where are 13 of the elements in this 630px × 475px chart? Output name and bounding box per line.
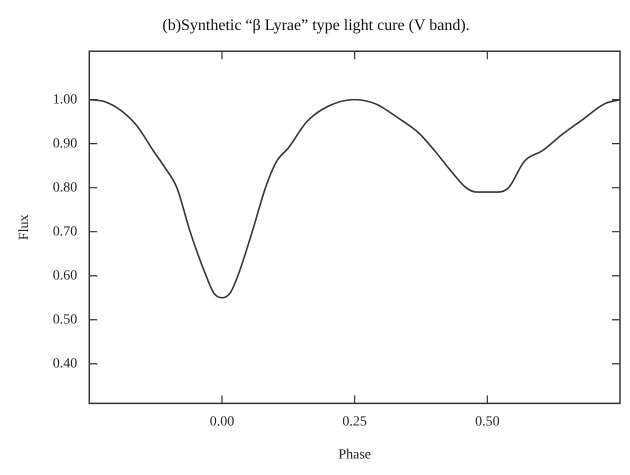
y-tick-label: 0.40 xyxy=(52,356,78,372)
y-tick-label: 0.50 xyxy=(52,312,78,328)
x-tick-label: 0.50 xyxy=(475,414,500,430)
y-tick-label: 0.70 xyxy=(52,224,78,240)
y-tick-label: 0.80 xyxy=(52,180,78,196)
y-axis-title: Flux xyxy=(17,214,32,240)
x-axis-title: Phase xyxy=(338,447,371,462)
y-tick-label: 0.60 xyxy=(52,268,78,284)
y-tick-label: 0.90 xyxy=(52,136,78,152)
chart-title: (b)Synthetic “β Lyrae” type light cure (V band). xyxy=(162,16,470,34)
x-tick-label: 0.25 xyxy=(342,414,367,430)
y-tick-label: 1.00 xyxy=(52,92,78,108)
x-tick-label: 0.00 xyxy=(210,414,234,430)
